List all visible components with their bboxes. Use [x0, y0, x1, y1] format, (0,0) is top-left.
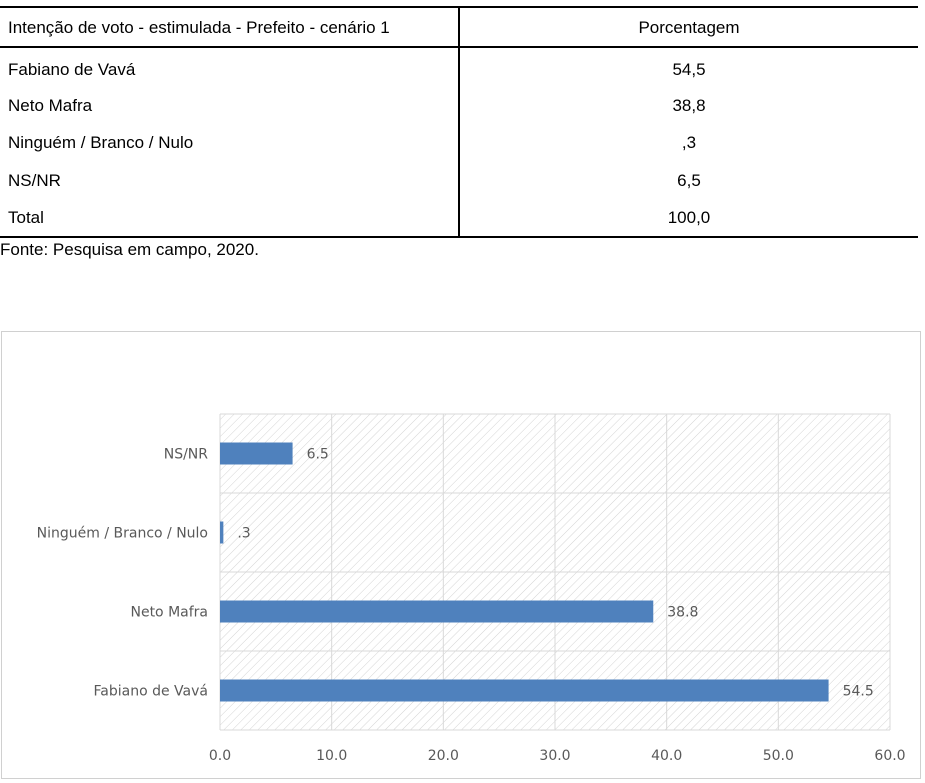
y-tick-label: Ninguém / Branco / Nulo: [37, 526, 208, 542]
table-row-label: Neto Mafra: [8, 96, 93, 115]
bar-chart: 54.5 38.8 .3 6.5 Fabiano de Vavá Neto Mafra N…: [37, 413, 906, 764]
y-tick-label: Neto Mafra: [130, 605, 208, 621]
bar: [220, 679, 829, 702]
x-tick-label: 40.0: [651, 748, 682, 764]
x-tick-label: 50.0: [763, 748, 794, 764]
table-row-label: Fabiano de Vavá: [8, 60, 136, 79]
table-row-value: 54,5: [672, 60, 706, 79]
data-label: 54.5: [843, 684, 874, 700]
bar: [220, 600, 654, 623]
table-header-value: Porcentagem: [638, 18, 740, 37]
x-tick-label: 30.0: [539, 748, 570, 764]
y-tick-label: NS/NR: [164, 447, 209, 463]
chart-area: 54.5 38.8 .3 6.5 Fabiano de Vavá Neto Mafra N…: [1, 331, 921, 779]
table-row-label: Total: [8, 208, 44, 227]
source-note: Fonte: Pesquisa em campo, 2020.: [0, 240, 259, 259]
table-row-value: 100,0: [667, 208, 711, 227]
x-tick-label: 20.0: [428, 748, 459, 764]
data-label: 38.8: [667, 605, 698, 621]
table-row-value: ,3: [681, 133, 697, 152]
table-row-label: Ninguém / Branco / Nulo: [8, 133, 194, 152]
bar: [220, 521, 224, 544]
table-row-value: 6,5: [677, 171, 701, 190]
table-row-label: NS/NR: [8, 171, 61, 190]
y-tick-label: Fabiano de Vavá: [94, 684, 208, 700]
data-label: .3: [237, 526, 250, 542]
bar: [220, 442, 293, 465]
table-row-value: 38,8: [672, 96, 706, 115]
x-tick-label: 0.0: [209, 748, 231, 764]
table-column-divider: [458, 6, 460, 238]
x-tick-label: 60.0: [874, 748, 905, 764]
data-label: 6.5: [307, 447, 329, 463]
x-tick-label: 10.0: [316, 748, 347, 764]
table-header-label: Intenção de voto - estimulada - Prefeito…: [8, 18, 390, 37]
